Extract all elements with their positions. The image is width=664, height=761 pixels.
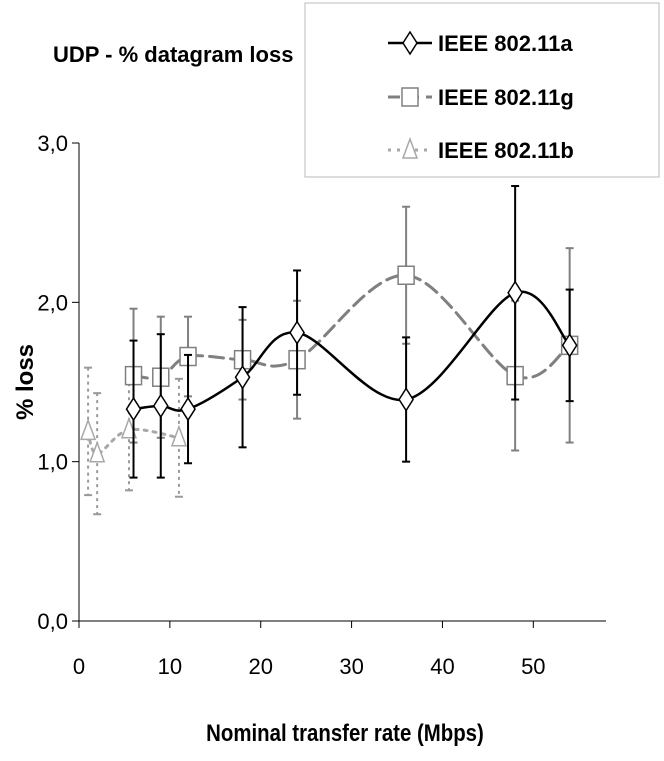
legend-marker	[402, 30, 418, 56]
data-point	[120, 416, 138, 439]
y-tick-label: 2,0	[37, 290, 68, 315]
y-tick-label: 3,0	[37, 131, 68, 156]
data-point	[125, 396, 142, 422]
data-point	[80, 418, 97, 441]
x-tick-label: 50	[521, 654, 545, 679]
legend-marker	[401, 136, 419, 159]
series-2	[124, 205, 579, 452]
data-point	[507, 280, 524, 306]
legend-label: IEEE 802.11a	[438, 31, 573, 56]
data-point	[170, 424, 188, 447]
data-point	[152, 393, 169, 419]
series-line	[132, 290, 571, 412]
series-line	[132, 273, 572, 380]
error-bar	[93, 392, 102, 516]
data-point	[398, 387, 414, 412]
x-tick-label: 10	[158, 654, 182, 679]
legend-item: IEEE 802.11g	[388, 85, 574, 110]
x-tick-label: 30	[339, 654, 363, 679]
data-point	[397, 265, 415, 285]
data-point	[180, 396, 196, 422]
data-point	[561, 332, 578, 358]
chart-title: UDP - % datagram loss	[53, 42, 293, 67]
legend: IEEE 802.11a IEEE 802.11g IEEE 802.11b	[304, 2, 660, 178]
x-tick-label: 0	[73, 654, 85, 679]
ticks-layer: 0,0 1,0 2,0 3,0 0 10 20 30 40 50	[37, 131, 545, 679]
series-3	[80, 366, 188, 516]
legend-label: IEEE 802.11b	[438, 138, 574, 163]
x-tick-label: 20	[248, 654, 272, 679]
y-tick-label: 1,0	[37, 450, 68, 475]
legend-marker	[401, 87, 419, 107]
series-line	[86, 427, 181, 456]
data-point	[234, 364, 251, 390]
legend-box	[304, 2, 660, 178]
plot-layer	[80, 185, 579, 516]
x-tick-label: 40	[430, 654, 454, 679]
y-tick-label: 0,0	[37, 609, 68, 634]
legend-label: IEEE 802.11g	[438, 85, 574, 110]
legend-item: IEEE 802.11b	[388, 136, 574, 163]
legend-item: IEEE 802.11a	[388, 30, 573, 56]
data-point	[89, 440, 106, 463]
data-point	[289, 320, 305, 346]
series-1	[125, 185, 578, 479]
legend-items: IEEE 802.11a IEEE 802.11g IEEE 802.11b	[388, 30, 574, 163]
y-axis-label: % loss	[12, 344, 39, 420]
x-axis-label: Nominal transfer rate (Mbps)	[206, 719, 484, 746]
